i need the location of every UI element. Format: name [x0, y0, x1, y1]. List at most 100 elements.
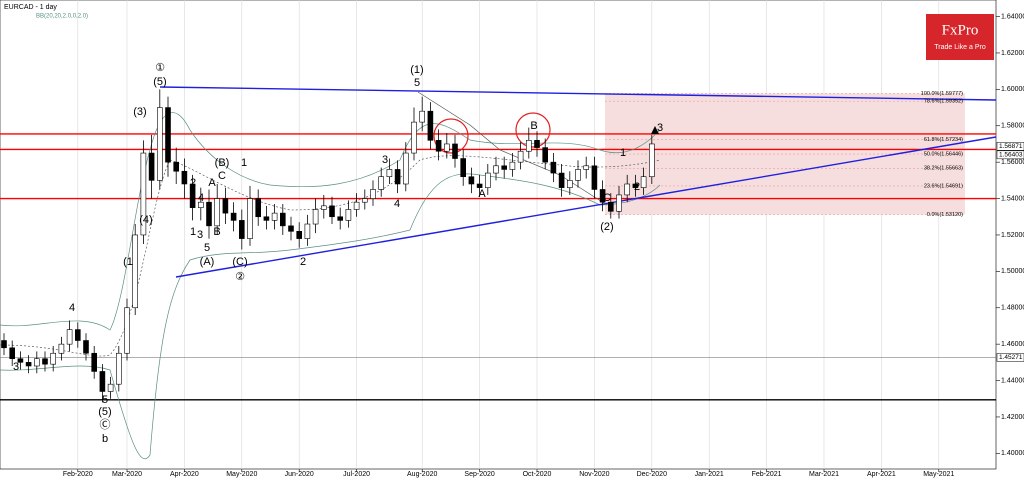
- wave-label: (B): [215, 157, 230, 169]
- x-tick-label: May-2020: [226, 471, 257, 478]
- x-tick-label: Aug-2020: [407, 471, 437, 478]
- fib-label: 100.0%(1.59777): [921, 91, 963, 97]
- price-label: 1.45271: [999, 354, 1023, 361]
- candle-body: [402, 152, 409, 185]
- candle-body: [517, 150, 524, 163]
- y-tick-label: 1.58000: [1001, 123, 1024, 130]
- candle-body: [427, 110, 434, 141]
- candle-body: [58, 343, 65, 354]
- y-tick-label: 1.64000: [1001, 13, 1024, 20]
- candle-body: [435, 140, 442, 152]
- candle-body: [534, 140, 540, 148]
- candle-body: [99, 371, 106, 392]
- price-label: 1.56871: [999, 143, 1023, 150]
- wave-label: (C): [232, 256, 247, 268]
- bb-upper: [0, 112, 661, 331]
- upper-trendline: [159, 86, 996, 101]
- highlight-circle: [515, 112, 551, 148]
- candle-body: [83, 340, 89, 354]
- candle-body: [370, 189, 376, 199]
- fib-label: 0.0%(1.53120): [927, 212, 963, 218]
- candle-body: [411, 121, 417, 154]
- x-tick-label: Dec-2020: [637, 471, 667, 478]
- price-label: 1.56403: [999, 152, 1023, 159]
- candle-body: [550, 161, 557, 174]
- wave-label: ①: [155, 62, 165, 74]
- fib-label: 50.0%(1.56446): [924, 151, 963, 157]
- wave-label: (1): [410, 64, 423, 76]
- candle-body: [345, 209, 352, 221]
- candle-body: [230, 212, 237, 221]
- price-label-box: [996, 150, 1024, 160]
- candle-body: [1, 340, 7, 349]
- wave-label: B: [530, 120, 537, 132]
- y-tick-label: 1.40000: [1001, 450, 1024, 457]
- candle-body: [42, 358, 48, 365]
- candle-body: [91, 352, 97, 372]
- candle-body: [468, 176, 475, 185]
- plot-frame: [0, 0, 997, 470]
- wave-label: 1: [190, 226, 196, 238]
- candle-body: [255, 198, 261, 218]
- wave-label: 1: [241, 157, 247, 169]
- candle-body: [599, 189, 606, 203]
- x-tick-label: Oct-2020: [523, 471, 552, 478]
- price-label-box: [996, 142, 1024, 151]
- candle-body: [222, 198, 229, 214]
- x-tick-label: Mar-2020: [112, 471, 142, 478]
- candle-body: [394, 169, 401, 185]
- wave-label: 4: [394, 198, 400, 210]
- candle-body: [75, 329, 81, 341]
- candle-body: [337, 216, 344, 221]
- wave-label: 1: [620, 147, 626, 159]
- candle-body: [304, 223, 311, 239]
- candle-body: [132, 234, 138, 309]
- wave-label: (5): [153, 76, 166, 88]
- wave-label: 4: [198, 192, 204, 204]
- candle-body: [575, 169, 581, 181]
- fib-label: 23.6%(1.54691): [924, 183, 963, 189]
- candle-body: [566, 180, 573, 188]
- lower-trendline: [175, 136, 996, 278]
- wave-label: (1: [123, 256, 133, 268]
- wave-line: [417, 91, 608, 206]
- candle-body: [452, 143, 458, 159]
- candle-body: [17, 358, 24, 363]
- x-tick-label: Feb-2020: [63, 471, 93, 478]
- candle-body: [263, 216, 270, 221]
- candle-body: [501, 165, 508, 170]
- candle-body: [247, 198, 253, 239]
- price-label-box: [996, 353, 1024, 362]
- wave-label: B: [213, 226, 220, 238]
- candle-body: [181, 170, 188, 185]
- candle-body: [378, 176, 385, 190]
- candle-body: [632, 183, 639, 188]
- candle-body: [419, 110, 426, 123]
- highlight-circle: [433, 118, 469, 154]
- candle-body: [173, 161, 179, 172]
- candle-body: [148, 152, 155, 181]
- candle-body: [361, 198, 368, 203]
- y-tick-label: 1.60000: [1001, 86, 1024, 93]
- y-tick-label: 1.46000: [1001, 341, 1024, 348]
- wave-label: (4): [139, 214, 152, 226]
- candle-body: [616, 194, 622, 212]
- x-tick-label: Nov-2020: [579, 471, 609, 478]
- candle-body: [165, 107, 171, 163]
- wave-label: C: [603, 192, 611, 204]
- x-tick-label: Apr-2021: [867, 471, 896, 478]
- candle-body: [607, 201, 614, 212]
- candle-body: [484, 172, 491, 188]
- candle-body: [50, 352, 57, 365]
- wave-label: 5: [102, 394, 108, 406]
- candle-body: [157, 107, 163, 181]
- fib-label: 78.6%(1.59352): [924, 99, 963, 105]
- candle-body: [624, 183, 631, 196]
- candle-body: [640, 176, 647, 188]
- candle-body: [542, 147, 549, 163]
- candle-body: [509, 161, 516, 170]
- bb-lower: [0, 173, 661, 460]
- candle-body: [198, 201, 204, 208]
- y-tick-label: 1.56000: [1001, 159, 1024, 166]
